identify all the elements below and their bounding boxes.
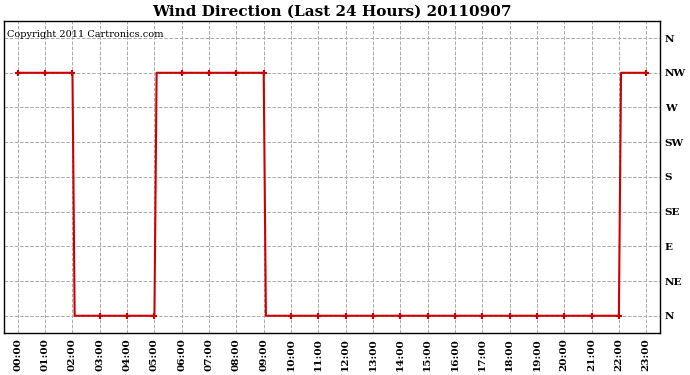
Title: Wind Direction (Last 24 Hours) 20110907: Wind Direction (Last 24 Hours) 20110907 [152,4,512,18]
Text: Copyright 2011 Cartronics.com: Copyright 2011 Cartronics.com [8,30,164,39]
